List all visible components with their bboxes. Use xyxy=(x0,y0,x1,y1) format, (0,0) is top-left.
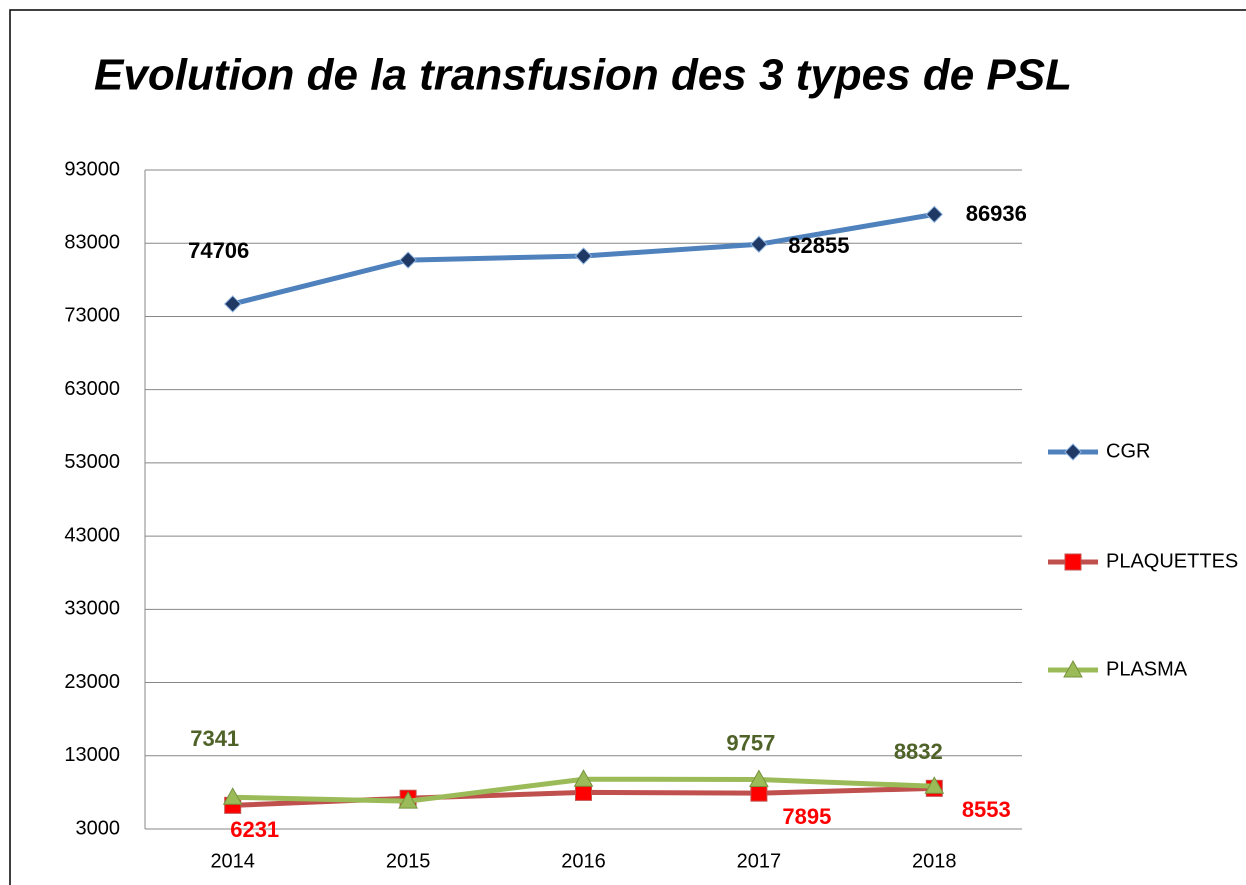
point-marker xyxy=(925,205,944,224)
chart-frame xyxy=(9,9,1246,885)
point-marker xyxy=(398,791,418,809)
y-tick-label: 3000 xyxy=(76,817,121,839)
data-label: 6231 xyxy=(230,817,279,842)
legend-label: PLAQUETTES xyxy=(1106,550,1238,572)
data-label: 74706 xyxy=(188,238,249,263)
point-marker xyxy=(1064,553,1082,571)
data-label: 82855 xyxy=(788,233,849,258)
x-tick-label: 2018 xyxy=(912,850,957,872)
y-tick-label: 13000 xyxy=(64,744,120,766)
point-marker xyxy=(575,783,592,801)
point-marker xyxy=(223,295,242,313)
y-tick-label: 63000 xyxy=(64,378,120,400)
point-marker xyxy=(573,769,594,787)
data-label: 7341 xyxy=(190,726,239,751)
y-tick-label: 53000 xyxy=(64,451,120,473)
point-marker xyxy=(1064,443,1082,461)
x-tick-label: 2016 xyxy=(561,850,606,872)
point-marker xyxy=(399,251,417,269)
y-tick-label: 43000 xyxy=(64,524,120,546)
y-tick-label: 83000 xyxy=(64,232,120,254)
point-marker xyxy=(924,776,945,794)
legend-label: PLASMA xyxy=(1106,658,1188,680)
point-marker xyxy=(1063,659,1083,678)
data-label: 8832 xyxy=(894,739,943,764)
point-marker xyxy=(749,769,769,788)
chart-title: Evolution de la transfusion des 3 types … xyxy=(94,51,1072,100)
point-marker xyxy=(574,247,593,265)
y-tick-label: 73000 xyxy=(64,305,120,327)
x-tick-label: 2015 xyxy=(386,850,431,872)
x-tick-label: 2014 xyxy=(210,850,255,872)
point-marker xyxy=(750,784,768,802)
data-label: 9757 xyxy=(726,730,775,755)
y-tick-label: 33000 xyxy=(64,598,120,620)
point-marker xyxy=(222,787,243,805)
data-label: 86936 xyxy=(966,201,1027,226)
data-label: 7895 xyxy=(782,804,831,829)
x-tick-label: 2017 xyxy=(737,850,782,872)
data-label: 8553 xyxy=(962,797,1011,822)
legend-label: CGR xyxy=(1106,440,1150,462)
y-tick-label: 93000 xyxy=(64,158,120,180)
point-marker xyxy=(750,235,768,253)
y-tick-label: 23000 xyxy=(64,671,120,693)
